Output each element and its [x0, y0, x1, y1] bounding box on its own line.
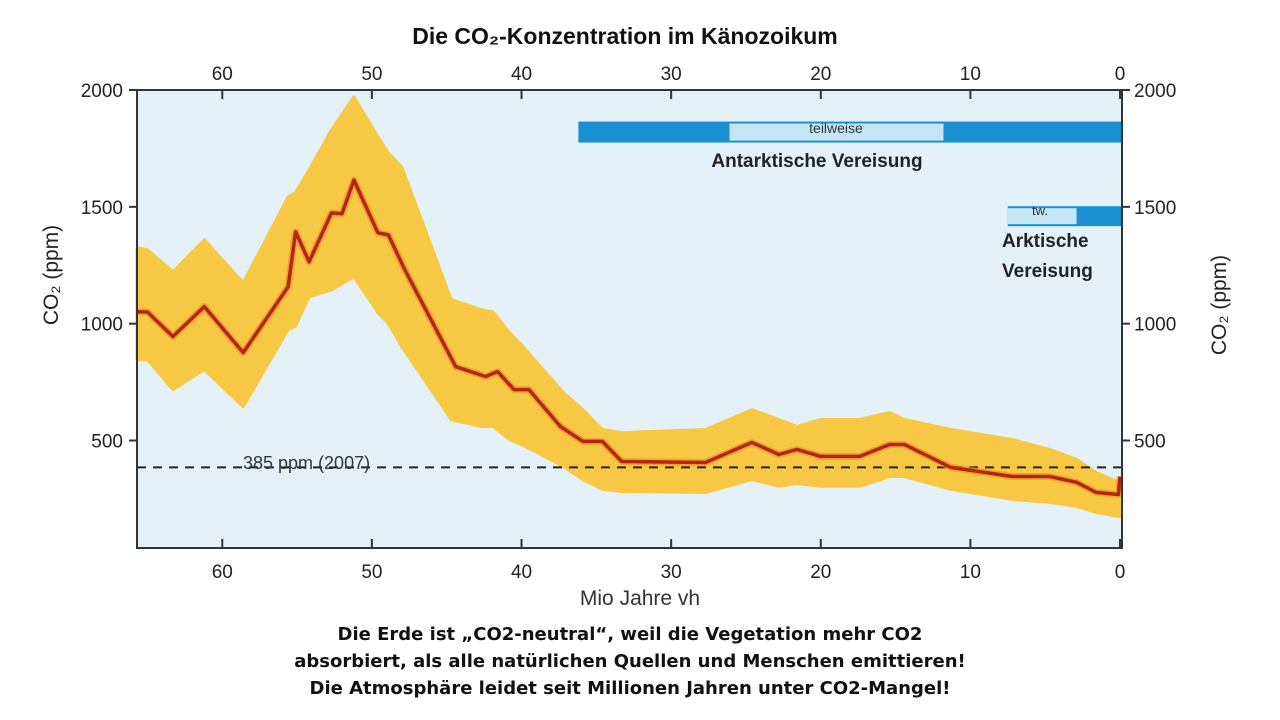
reference-line-label: 385 ppm (2007): [243, 453, 370, 473]
arctic-label-line2: Vereisung: [1002, 261, 1093, 282]
caption-line-3: Die Atmosphäre leidet seit Millionen Jah…: [310, 678, 951, 699]
median-co2-line: [136, 178, 1122, 497]
arctic-partial-label: tw.: [1032, 203, 1048, 218]
y-tick-label-right: 2000: [1134, 81, 1176, 102]
x-tick-label-bottom: 0: [1115, 562, 1126, 583]
antarctic-label: Antarktische Vereisung: [711, 151, 922, 172]
y-axis-label-left: CO₂ (ppm): [40, 225, 63, 325]
y-tick-label-left: 2000: [81, 81, 123, 102]
chart-title: Die CO₂-Konzentration im Känozoikum: [412, 23, 838, 49]
plot-frame: [136, 89, 1123, 549]
y-tick-label-right: 500: [1134, 432, 1166, 453]
x-tick-label-bottom: 10: [960, 562, 981, 583]
uncertainty-band: [135, 95, 1122, 518]
x-tick-label-top: 0: [1115, 64, 1126, 85]
y-tick-label-left: 500: [91, 432, 123, 453]
caption-line-2: absorbiert, als alle natürlichen Quellen…: [294, 651, 965, 672]
y-tick-label-right: 1500: [1134, 198, 1176, 219]
x-tick-label-top: 10: [960, 64, 981, 85]
antarctic-partial-segment: [729, 123, 944, 141]
x-tick-label-top: 60: [212, 64, 233, 85]
x-tick-label-bottom: 30: [661, 562, 682, 583]
x-tick-label-top: 30: [661, 64, 682, 85]
x-tick-label-top: 50: [361, 64, 382, 85]
x-tick-label-bottom: 60: [212, 562, 233, 583]
y-tick-label-right: 1000: [1134, 315, 1176, 336]
arctic-partial-segment: [1007, 208, 1077, 225]
x-tick-label-bottom: 50: [361, 562, 382, 583]
y-tick-label-left: 1000: [81, 315, 123, 336]
x-tick-label-bottom: 40: [511, 562, 532, 583]
x-tick-label-bottom: 20: [810, 562, 831, 583]
arctic-label-line1: Arktische: [1002, 231, 1089, 252]
y-tick-label-left: 1500: [81, 198, 123, 219]
x-axis-label: Mio Jahre vh: [580, 587, 700, 610]
antarctic-partial-label: teilweise: [809, 120, 863, 136]
x-tick-label-top: 20: [810, 64, 831, 85]
caption-line-1: Die Erde ist „CO2-neutral“, weil die Veg…: [338, 624, 923, 645]
x-tick-label-top: 40: [511, 64, 532, 85]
y-axis-label-right: CO₂ (ppm): [1208, 255, 1231, 355]
